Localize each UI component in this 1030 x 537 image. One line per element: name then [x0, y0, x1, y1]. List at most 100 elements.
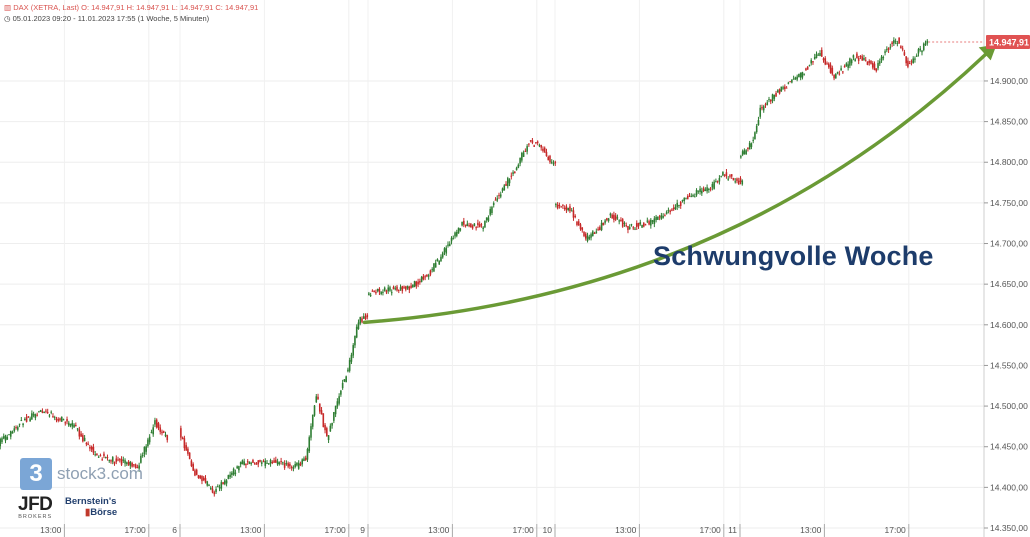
candle-body	[366, 314, 369, 318]
candle-body	[794, 77, 797, 80]
candle-body	[854, 59, 856, 62]
candle-body	[341, 383, 344, 389]
candle-body	[101, 459, 104, 461]
candle-body	[57, 419, 60, 421]
candle-body	[734, 181, 737, 183]
candle-body	[597, 228, 599, 230]
candle-body	[699, 188, 701, 193]
candle-body	[389, 287, 391, 291]
candle-body	[806, 67, 809, 70]
candle-body	[815, 54, 818, 58]
candle-body	[452, 238, 455, 240]
candle-body	[528, 143, 530, 145]
candle-body	[75, 425, 77, 427]
candle-body	[882, 57, 885, 59]
candle-body	[155, 419, 158, 428]
candle-body	[238, 466, 240, 471]
candle-body	[262, 461, 265, 463]
candle-body	[514, 171, 516, 173]
candle-body	[36, 414, 38, 416]
candle-body	[681, 199, 684, 201]
candle-body	[383, 287, 386, 291]
candle-body	[273, 460, 275, 463]
candle-body	[704, 189, 707, 192]
candle-body	[785, 87, 788, 89]
candle-body	[522, 152, 525, 157]
candle-body	[737, 180, 740, 185]
candle-body	[843, 65, 846, 68]
candle-body	[836, 72, 839, 74]
candle-body	[232, 468, 235, 475]
candle-body	[131, 463, 133, 467]
candle-body	[727, 178, 729, 180]
candle-body	[697, 190, 700, 192]
candle-body	[38, 411, 40, 413]
candle-body	[157, 422, 160, 428]
candle-body	[590, 234, 592, 238]
candle-body	[583, 231, 585, 236]
candle-body	[651, 220, 654, 222]
candle-body	[164, 434, 167, 437]
candle-body	[829, 64, 832, 73]
candle-body	[206, 481, 209, 486]
candle-body	[893, 40, 895, 44]
candle-body	[296, 462, 298, 466]
candle-body	[1, 438, 3, 443]
candle-body	[468, 225, 470, 227]
candle-body	[154, 420, 156, 425]
candle-body	[660, 215, 663, 219]
candle-body	[297, 462, 300, 469]
candle-body	[657, 217, 659, 220]
candle-body	[477, 222, 479, 226]
price-tick-label: 14.600,00	[990, 320, 1028, 330]
candle-body	[229, 474, 231, 478]
candle-body	[447, 244, 449, 246]
candle-body	[94, 454, 96, 456]
candle-body	[97, 456, 100, 458]
candle-body	[857, 57, 860, 61]
candle-body	[560, 206, 562, 208]
candle-body	[250, 462, 253, 464]
price-tick-label: 14.800,00	[990, 157, 1028, 167]
candle-body	[478, 224, 481, 228]
candle-body	[565, 206, 568, 211]
candle-body	[355, 326, 358, 338]
candle-body	[0, 439, 2, 447]
candle-body	[124, 460, 126, 464]
candle-body	[96, 453, 98, 456]
candle-body	[812, 61, 814, 63]
candle-body	[750, 143, 753, 147]
candle-body	[106, 457, 109, 459]
candle-body	[199, 475, 202, 479]
candle-body	[757, 119, 760, 126]
candle-body	[634, 228, 636, 230]
candle-body	[29, 418, 31, 422]
candle-body	[480, 224, 483, 226]
candle-body	[713, 181, 715, 189]
candle-body	[310, 426, 312, 438]
candle-body	[875, 68, 878, 72]
candle-body	[345, 376, 347, 383]
candle-body	[620, 219, 622, 222]
candle-body	[113, 461, 116, 464]
candle-body	[6, 437, 9, 440]
candle-body	[584, 233, 587, 239]
candle-body	[492, 203, 495, 205]
candle-body	[711, 184, 714, 188]
period-info: ◷ 05.01.2023 09:20 - 11.01.2023 17:55 (1…	[4, 14, 209, 23]
candle-body	[701, 190, 703, 194]
candle-body	[85, 443, 88, 445]
candle-body	[46, 411, 49, 413]
candle-body	[269, 460, 272, 464]
candle-body	[354, 335, 356, 346]
candle-body	[695, 190, 698, 196]
candle-body	[898, 37, 900, 44]
candle-body	[773, 94, 776, 99]
candle-body	[39, 410, 42, 412]
candle-body	[877, 63, 879, 69]
candle-body	[616, 217, 619, 219]
candle-body	[195, 469, 198, 475]
candle-body	[558, 205, 561, 207]
candle-body	[886, 49, 888, 51]
